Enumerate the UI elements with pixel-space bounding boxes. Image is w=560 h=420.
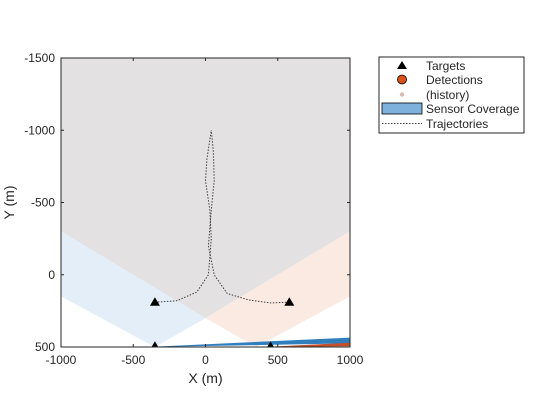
legend-history-icon: [399, 92, 405, 97]
legend-coverage-icon: [381, 102, 423, 115]
legend-label-coverage: Sensor Coverage: [426, 102, 520, 116]
axis-ticks: -1000 -500 0 500 1000 -1500 -1000 -500 0 500: [24, 51, 363, 367]
y-tick-label: -1500: [24, 51, 55, 65]
y-tick-label: -500: [31, 196, 55, 210]
sensor-wedge-0: [147, 337, 350, 347]
y-tick-label: 0: [48, 268, 55, 282]
legend-label-detections: Detections: [426, 73, 483, 87]
x-tick-label: 500: [268, 353, 288, 367]
target-marker: [267, 341, 274, 347]
coverage-region-gray: [61, 58, 350, 319]
sensor-wedge-1: [263, 342, 350, 347]
y-tick-label: 500: [35, 340, 55, 354]
target-marker: [284, 297, 295, 306]
legend: Targets Detections (history) Sensor Cove…: [378, 56, 525, 134]
y-axis-label: Y (m): [1, 186, 17, 220]
x-tick-label: 1000: [337, 353, 364, 367]
coverage-region-blue: [61, 231, 206, 347]
legend-label-trajectories: Trajectories: [426, 117, 488, 131]
legend-label-history: (history): [426, 88, 469, 102]
legend-detections-icon: [397, 74, 407, 85]
x-tick-label: -500: [121, 353, 145, 367]
plot-area: [61, 58, 350, 347]
x-tick-label: -1000: [46, 353, 77, 367]
x-axis-label: X (m): [188, 370, 222, 386]
legend-targets-icon: [397, 61, 407, 69]
target-marker: [149, 297, 160, 306]
legend-label-targets: Targets: [426, 59, 465, 73]
trajectory-1: [207, 130, 290, 304]
target-marker: [151, 341, 159, 347]
x-tick-label: 0: [202, 353, 209, 367]
y-tick-label: -1000: [24, 123, 55, 137]
coverage-region-peach: [205, 231, 350, 347]
